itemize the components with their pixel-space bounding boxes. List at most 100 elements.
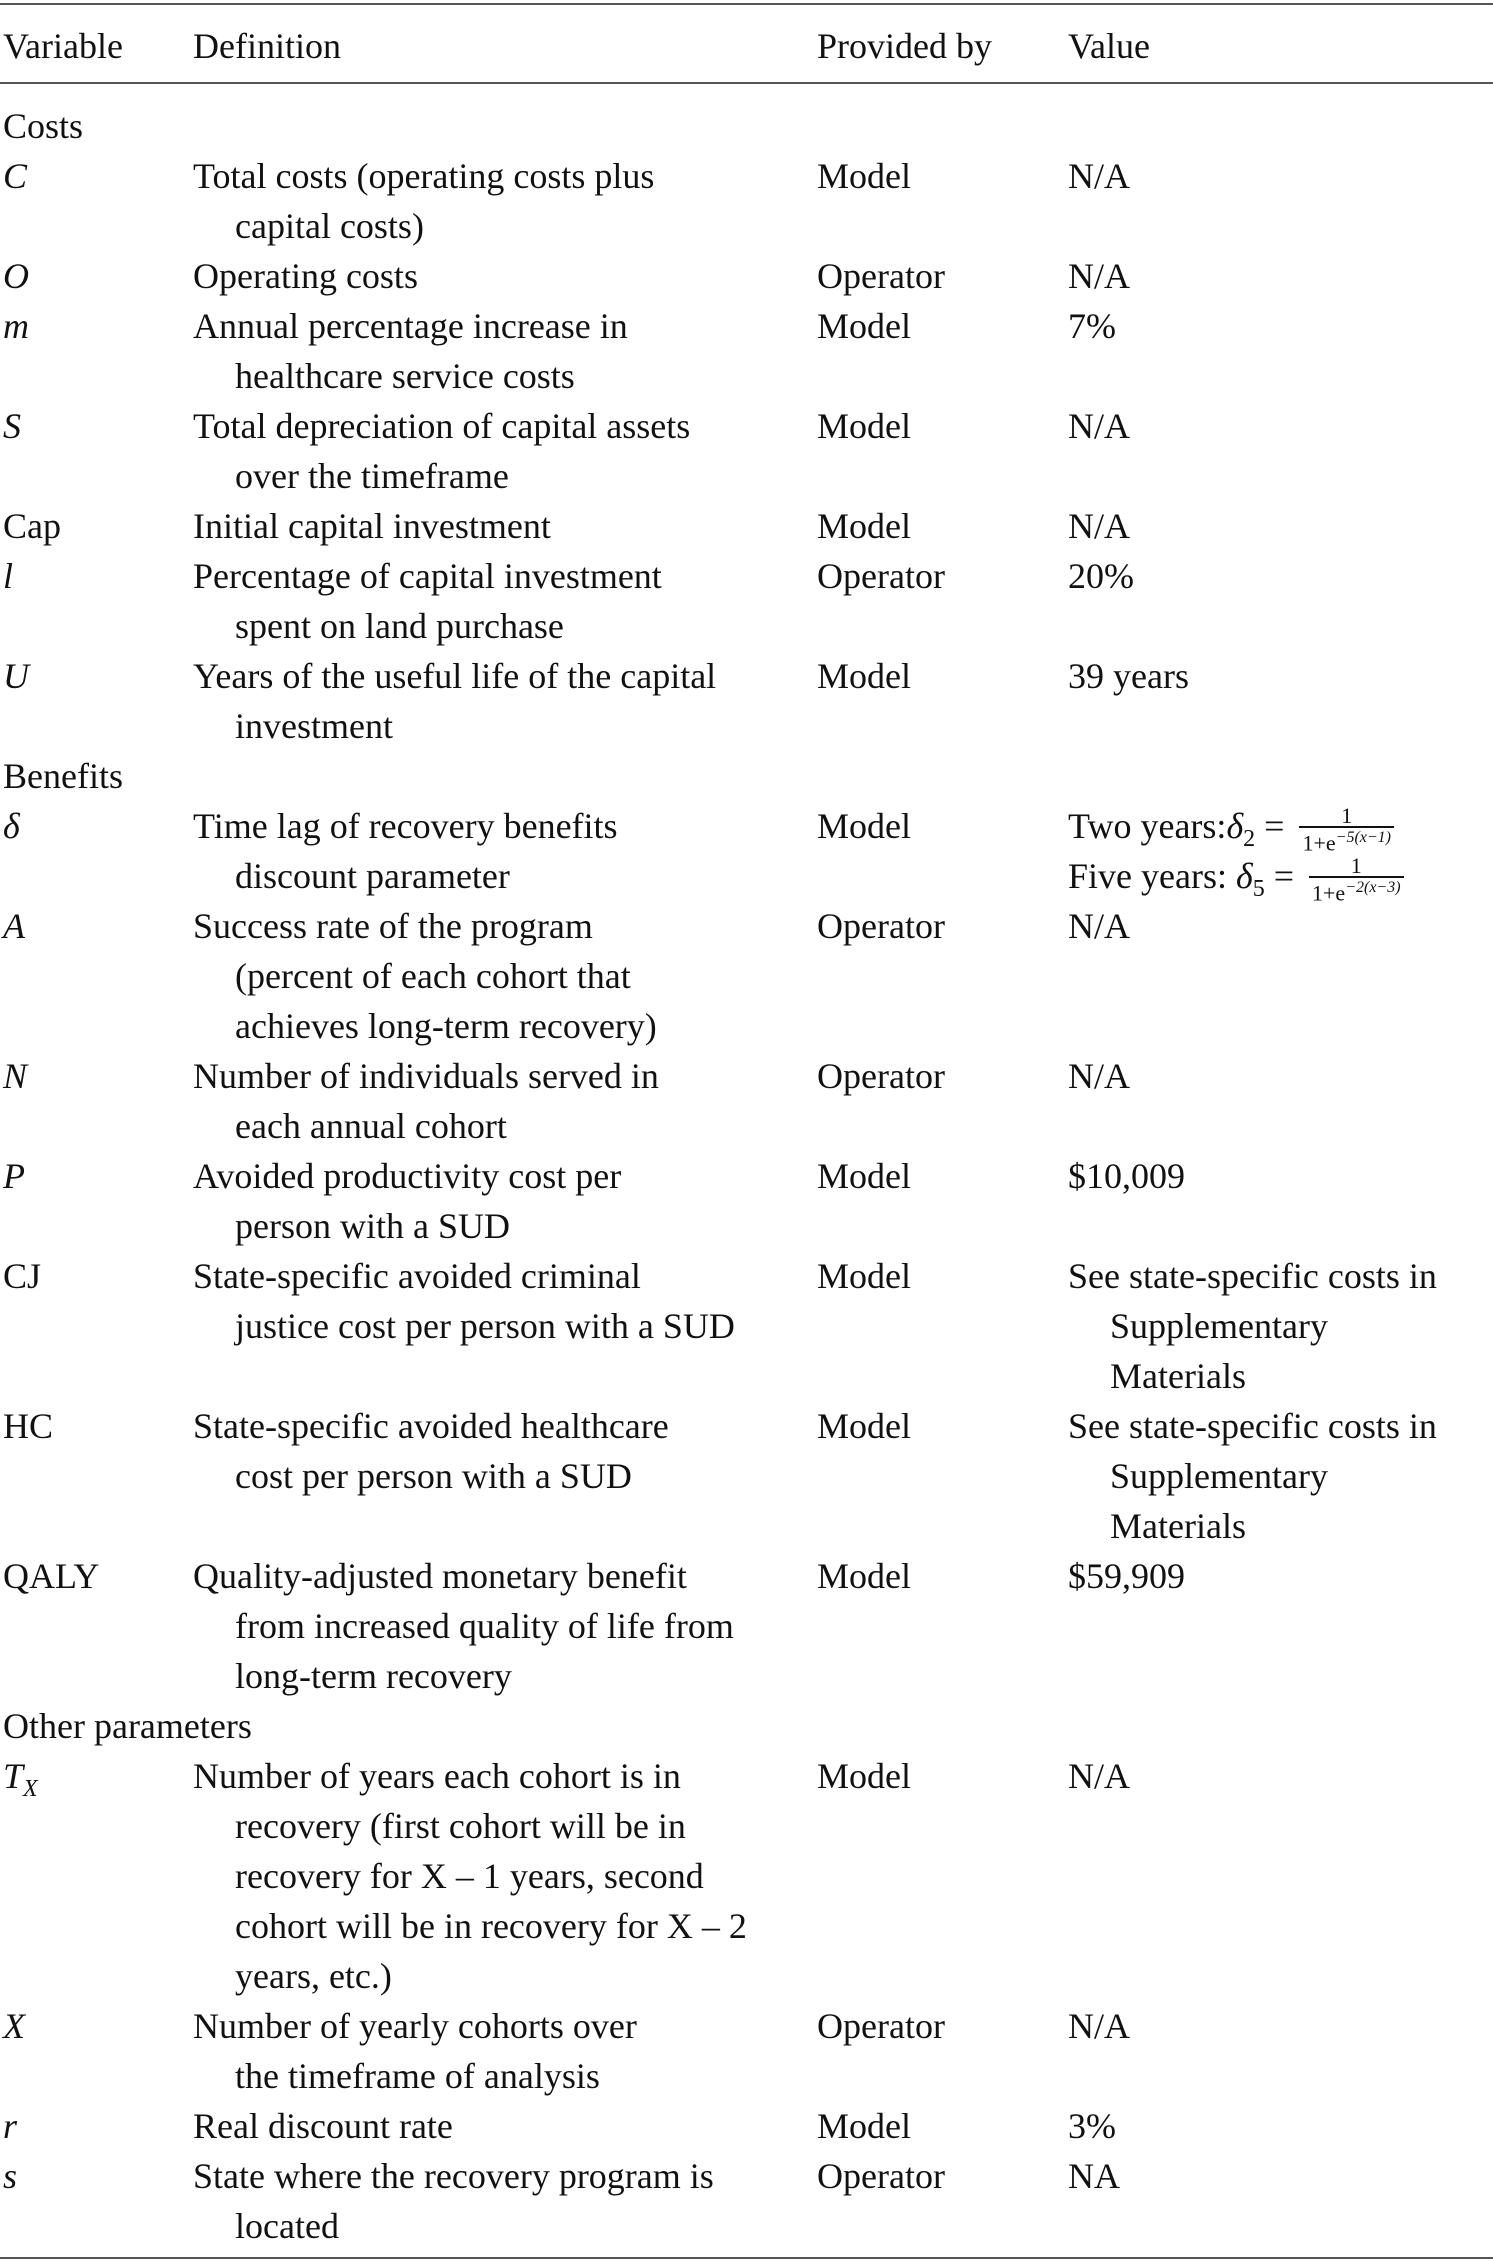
denominator-base: 1+e xyxy=(1302,830,1336,856)
definition-line: years, etc.) xyxy=(235,1956,392,1996)
variable-cell: QALY xyxy=(3,1551,99,1601)
provided-by-cell: Operator xyxy=(817,2006,945,2046)
value-line: N/A xyxy=(1068,1056,1130,1096)
denominator-exponent: −5(x−1) xyxy=(1335,829,1392,847)
provided-by-cell: Model xyxy=(817,1156,911,1196)
provided-by-cell: Operator xyxy=(817,1056,945,1096)
table-body: Costs C Total costs (operating costs plus c… xyxy=(0,101,1493,2251)
value-cell: N/A xyxy=(1068,901,1130,951)
value-line: Supplementary xyxy=(1110,1456,1328,1496)
value-cell: N/A xyxy=(1068,401,1130,451)
variable-symbol: HC xyxy=(3,1406,54,1446)
definition-cell: Number of years each cohort is in recover… xyxy=(193,1751,803,2001)
definition-cell: Annual percentage increase in healthcare … xyxy=(193,301,803,401)
variable-cell: r xyxy=(3,2101,17,2151)
value-line: NA xyxy=(1068,2156,1120,2196)
definition-line: discount parameter xyxy=(235,856,510,896)
table-row: TX Number of years each cohort is in recov… xyxy=(0,1751,1493,2001)
table-row: A Success rate of the program (percent of … xyxy=(0,901,1493,1051)
value-cell: N/A xyxy=(1068,501,1130,551)
table-row: HC State-specific avoided healthcare cost … xyxy=(0,1401,1493,1551)
variable-cell: O xyxy=(3,251,29,301)
variable-symbol: s xyxy=(3,2156,18,2196)
variable-cell: N xyxy=(3,1051,27,1101)
definition-line: person with a SUD xyxy=(235,1206,510,1246)
header-value: Value xyxy=(1068,26,1150,66)
variable-symbol: CJ xyxy=(3,1256,42,1296)
provided-by-cell: Operator xyxy=(817,556,945,596)
fraction-numerator: 1 xyxy=(1309,855,1404,879)
definition-line: Number of individuals served in xyxy=(193,1056,659,1096)
formula-line: Five years: δ5 = 1 1+e−2(x−3) xyxy=(1068,851,1404,904)
variable-symbol: A xyxy=(3,906,25,946)
formula-fraction: 1 1+e−5(x−1) xyxy=(1299,805,1395,856)
definition-line: long-term recovery xyxy=(235,1656,512,1696)
variable-cell: A xyxy=(3,901,25,951)
header-provided-by: Provided by xyxy=(817,26,992,66)
definition-line: Percentage of capital investment xyxy=(193,556,662,596)
definition-cell: Operating costs xyxy=(193,251,803,301)
fraction-denominator: 1+e−5(x−1) xyxy=(1299,828,1394,856)
definition-cell: Total costs (operating costs plus capital… xyxy=(193,151,803,251)
variable-symbol: r xyxy=(3,2106,18,2146)
value-cell: Two years:δ2 = 1 1+e−5(x−1) Five years: δ5… xyxy=(1068,801,1404,904)
definition-line: spent on land purchase xyxy=(235,606,564,646)
formula-fraction: 1 1+e−2(x−3) xyxy=(1309,855,1404,904)
variable-symbol: P xyxy=(3,1156,25,1196)
table-row: S Total depreciation of capital assets ove… xyxy=(0,401,1493,501)
definition-line: each annual cohort xyxy=(235,1106,507,1146)
variable-subscript: X xyxy=(23,1776,38,1803)
variable-symbol: m xyxy=(3,306,29,346)
variable-cell: Cap xyxy=(3,501,61,551)
provided-by-cell: Model xyxy=(817,506,911,546)
definition-line: Quality-adjusted monetary benefit xyxy=(193,1556,687,1596)
header-rule xyxy=(0,82,1493,84)
variable-cell: δ xyxy=(3,801,20,851)
variable-cell: CJ xyxy=(3,1251,41,1301)
denominator-exponent: −2(x−3) xyxy=(1345,879,1401,897)
table-row: U Years of the useful life of the capital… xyxy=(0,651,1493,751)
value-cell: $10,009 xyxy=(1068,1151,1185,1201)
formula-symbol: δ xyxy=(1226,806,1244,846)
value-line: N/A xyxy=(1068,506,1130,546)
variable-cell: X xyxy=(3,2001,25,2051)
value-line: Materials xyxy=(1110,1506,1246,1546)
formula-subscript: 2 xyxy=(1243,826,1256,853)
value-cell: 20% xyxy=(1068,551,1134,601)
provided-by-cell: Model xyxy=(817,1756,911,1796)
variable-cell: TX xyxy=(3,1751,38,1801)
variable-symbol: QALY xyxy=(3,1556,100,1596)
definition-line: recovery for X – 1 years, second xyxy=(235,1856,704,1896)
variable-cell: S xyxy=(3,401,21,451)
table-row: X Number of yearly cohorts over the timefr… xyxy=(0,2001,1493,2101)
table-row: QALY Quality-adjusted monetary benefit fro… xyxy=(0,1551,1493,1701)
section-heading: Other parameters xyxy=(0,1701,1493,1751)
table-row: l Percentage of capital investment spent o… xyxy=(0,551,1493,651)
value-line: N/A xyxy=(1068,256,1130,296)
value-line: See state-specific costs in xyxy=(1068,1406,1437,1446)
definition-line: recovery (first cohort will be in xyxy=(235,1806,686,1846)
definition-line: Avoided productivity cost per xyxy=(193,1156,622,1196)
formula-label: Two years: xyxy=(1068,806,1227,846)
provided-by-cell: Model xyxy=(817,406,911,446)
definition-line: Initial capital investment xyxy=(193,506,551,546)
definition-line: located xyxy=(235,2206,339,2246)
definition-line: cost per person with a SUD xyxy=(235,1456,632,1496)
value-line: See state-specific costs in xyxy=(1068,1256,1437,1296)
definition-line: the timeframe of analysis xyxy=(235,2056,600,2096)
definition-line: Success rate of the program xyxy=(193,906,593,946)
section-heading: Costs xyxy=(0,101,1493,151)
value-line: $10,009 xyxy=(1068,1156,1185,1196)
value-line: N/A xyxy=(1068,2006,1130,2046)
table-header: Variable Definition Provided by Value xyxy=(0,20,1493,72)
value-line: N/A xyxy=(1068,156,1130,196)
value-cell: 39 years xyxy=(1068,651,1189,701)
value-cell: N/A xyxy=(1068,151,1130,201)
definition-cell: State where the recovery program is locat… xyxy=(193,2151,803,2251)
variable-symbol: C xyxy=(3,156,28,196)
definition-line: investment xyxy=(235,706,393,746)
table-row: Cap Initial capital investment Model N/A xyxy=(0,501,1493,551)
variable-symbol: U xyxy=(3,656,29,696)
section-title: Benefits xyxy=(3,756,123,796)
value-line: N/A xyxy=(1068,406,1130,446)
